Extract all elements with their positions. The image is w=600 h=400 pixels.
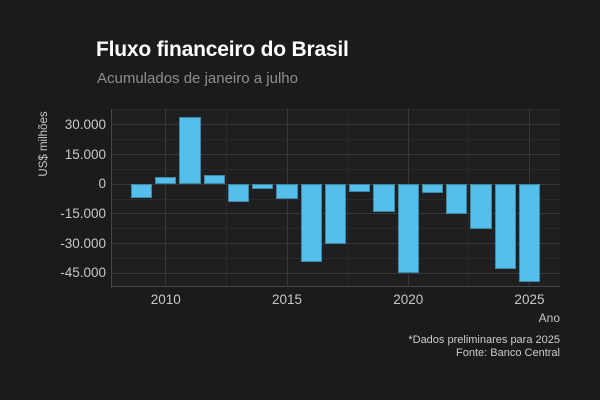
bar-2022 — [446, 184, 468, 215]
y-tick-label: 0 — [98, 176, 106, 192]
bar-2016 — [300, 184, 322, 263]
gridline-y-major — [111, 272, 560, 274]
y-tick-label: 15.000 — [64, 146, 106, 162]
bar-2012 — [203, 174, 225, 185]
gridline-y-major — [111, 154, 560, 156]
chart-caption: *Dados preliminares para 2025 Fonte: Ban… — [408, 334, 560, 360]
gridline-y-minor — [111, 168, 560, 170]
x-tick-label: 2020 — [393, 292, 424, 307]
chart-title: Fluxo financeiro do Brasil — [96, 38, 349, 61]
chart-subtitle: Acumulados de janeiro a julho — [97, 70, 298, 87]
bar-2015 — [276, 184, 298, 200]
x-axis-title: Ano — [538, 311, 560, 325]
gridline-x-major — [165, 109, 167, 287]
y-tick-label: 30.000 — [64, 116, 106, 132]
gridline-y-minor — [111, 258, 560, 260]
y-axis-line — [111, 109, 112, 288]
bar-2024 — [494, 184, 516, 270]
caption-source: Fonte: Banco Central — [456, 347, 560, 359]
gridline-x-minor — [468, 109, 470, 287]
gridline-y-major — [111, 124, 560, 126]
bar-2009 — [130, 184, 153, 199]
gridline-x-minor — [347, 109, 349, 287]
x-tick-label: 2015 — [271, 292, 303, 307]
y-tick-label: -45.000 — [60, 265, 106, 281]
gridline-y-minor — [111, 139, 560, 141]
x-tick-label: 2010 — [150, 292, 181, 307]
bar-2014 — [252, 184, 274, 190]
bar-2017 — [324, 184, 347, 244]
bar-2020 — [397, 184, 419, 274]
caption-note: *Dados preliminares para 2025 — [408, 334, 560, 346]
bar-2025 — [518, 184, 541, 282]
bar-2011 — [179, 117, 201, 185]
bar-2013 — [227, 184, 250, 203]
bar-2021 — [421, 184, 444, 194]
x-axis-line — [111, 286, 560, 287]
y-tick-label: -15.000 — [60, 205, 106, 221]
gridline-y-minor — [111, 109, 560, 111]
gridline-x-minor — [225, 109, 227, 287]
bar-2010 — [155, 176, 177, 185]
x-tick-label: 2025 — [514, 292, 545, 307]
bar-2023 — [470, 184, 492, 230]
bar-2018 — [349, 184, 371, 192]
y-tick-label: -30.000 — [60, 235, 106, 251]
bar-2019 — [373, 184, 395, 212]
